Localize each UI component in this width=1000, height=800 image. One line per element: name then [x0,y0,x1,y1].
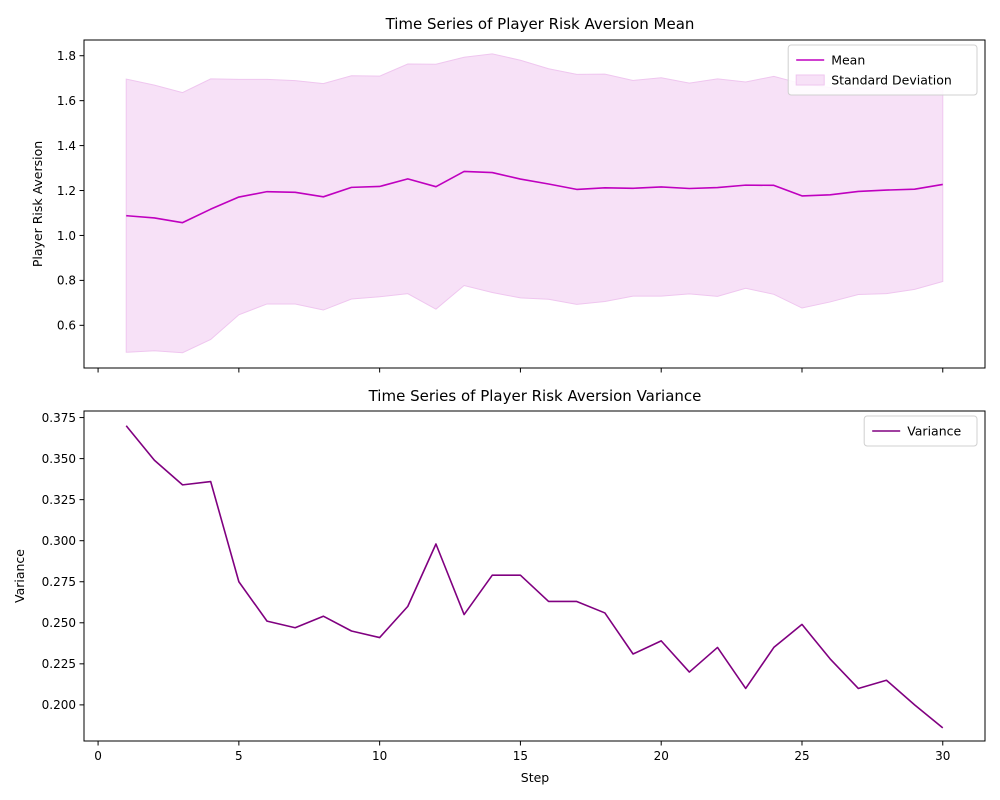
mean-chart-ytick-label: 1.4 [57,139,76,153]
variance-chart-xtick-label: 30 [935,749,950,763]
variance-chart-xtick-label: 15 [513,749,528,763]
mean-chart-panel: Time Series of Player Risk Aversion Mean… [30,15,986,373]
variance-chart-xtick-label: 25 [794,749,809,763]
mean-chart-ytick-label: 1.6 [57,94,76,108]
variance-chart-legend-frame [863,415,978,447]
mean-chart-legend-swatch [795,74,825,86]
mean-chart-ytick-label: 1.0 [57,229,76,243]
mean-chart-ytick-label: 1.8 [57,49,76,63]
mean-chart-ytick-label: 1.2 [57,184,76,198]
variance-chart-ytick-label: 0.325 [42,493,76,507]
variance-chart-ylabel: Variance [12,549,27,603]
variance-chart-panel: Time Series of Player Risk Aversion Vari… [12,387,986,785]
mean-chart-frame [83,39,986,369]
mean-chart-ytick-label: 0.6 [57,319,76,333]
mean-chart-legend-label: Standard Deviation [831,73,952,88]
mean-chart-title: Time Series of Player Risk Aversion Mean [385,15,695,33]
mean-chart-legend: Mean Standard Deviation [787,44,978,96]
variance-chart-ytick-label: 0.275 [42,575,76,589]
variance-chart-xtick-label: 5 [235,749,243,763]
variance-chart-xtick-label: 20 [654,749,669,763]
mean-chart-legend-label: Mean [831,53,865,68]
variance-chart-xtick-label: 10 [372,749,387,763]
variance-chart-xtick-label: 0 [94,749,102,763]
variance-chart-plot-area [125,425,944,729]
variance-chart-ytick-label: 0.200 [42,698,76,712]
mean-chart-mean-line [126,170,943,224]
variance-chart-ytick-label: 0.225 [42,657,76,671]
variance-chart-title: Time Series of Player Risk Aversion Vari… [368,387,702,405]
mean-chart-ylabel: Player Risk Aversion [30,141,45,267]
variance-chart-legend-label: Variance [907,424,961,439]
variance-chart-ytick-label: 0.250 [42,616,76,630]
variance-chart-xlabel: Step [521,770,550,785]
variance-chart-ytick-label: 0.350 [42,452,76,466]
mean-chart-std-band [125,53,944,354]
variance-chart-legend: Variance [863,415,978,447]
variance-chart-variance-line [125,425,944,729]
mean-chart-ytick-label: 0.8 [57,274,76,288]
mean-chart-plot-area [125,53,944,354]
variance-chart-ytick-label: 0.300 [42,534,76,548]
mean-chart-legend-frame [787,44,978,96]
variance-chart-ytick-label: 0.375 [42,411,76,425]
variance-chart-frame [83,410,986,742]
